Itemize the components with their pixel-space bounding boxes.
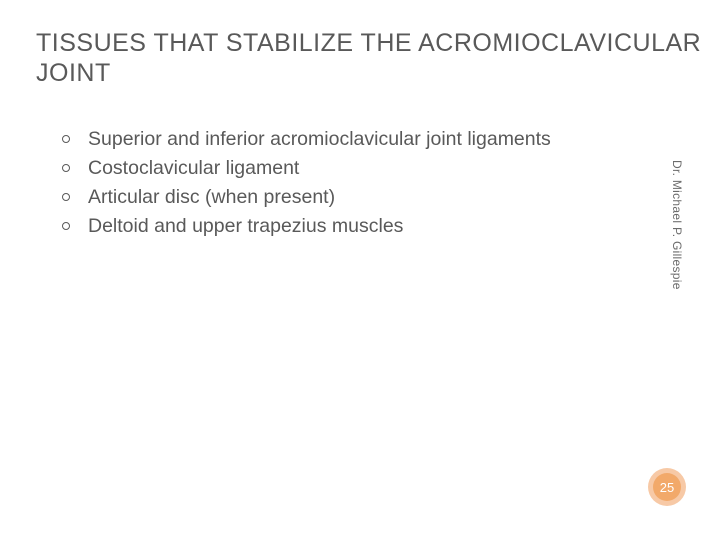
slide-title: TISSUES THAT STABILIZE THE ACROMIOCLAVIC… [36, 28, 720, 88]
page-number-badge: 25 [648, 468, 686, 506]
bullet-icon [62, 164, 70, 172]
list-item-text: Deltoid and upper trapezius muscles [88, 213, 403, 240]
bullet-icon [62, 193, 70, 201]
list-item-text: Costoclavicular ligament [88, 155, 299, 182]
list-item: Articular disc (when present) [62, 184, 602, 211]
list-item: Deltoid and upper trapezius muscles [62, 213, 602, 240]
list-item-text: Articular disc (when present) [88, 184, 335, 211]
bullet-icon [62, 222, 70, 230]
bullet-list: Superior and inferior acromioclavicular … [62, 126, 602, 242]
bullet-icon [62, 135, 70, 143]
page-number: 25 [660, 480, 674, 495]
list-item-text: Superior and inferior acromioclavicular … [88, 126, 551, 153]
list-item: Superior and inferior acromioclavicular … [62, 126, 602, 153]
list-item: Costoclavicular ligament [62, 155, 602, 182]
author-vertical-label: Dr. Michael P. Gillespie [670, 160, 684, 290]
